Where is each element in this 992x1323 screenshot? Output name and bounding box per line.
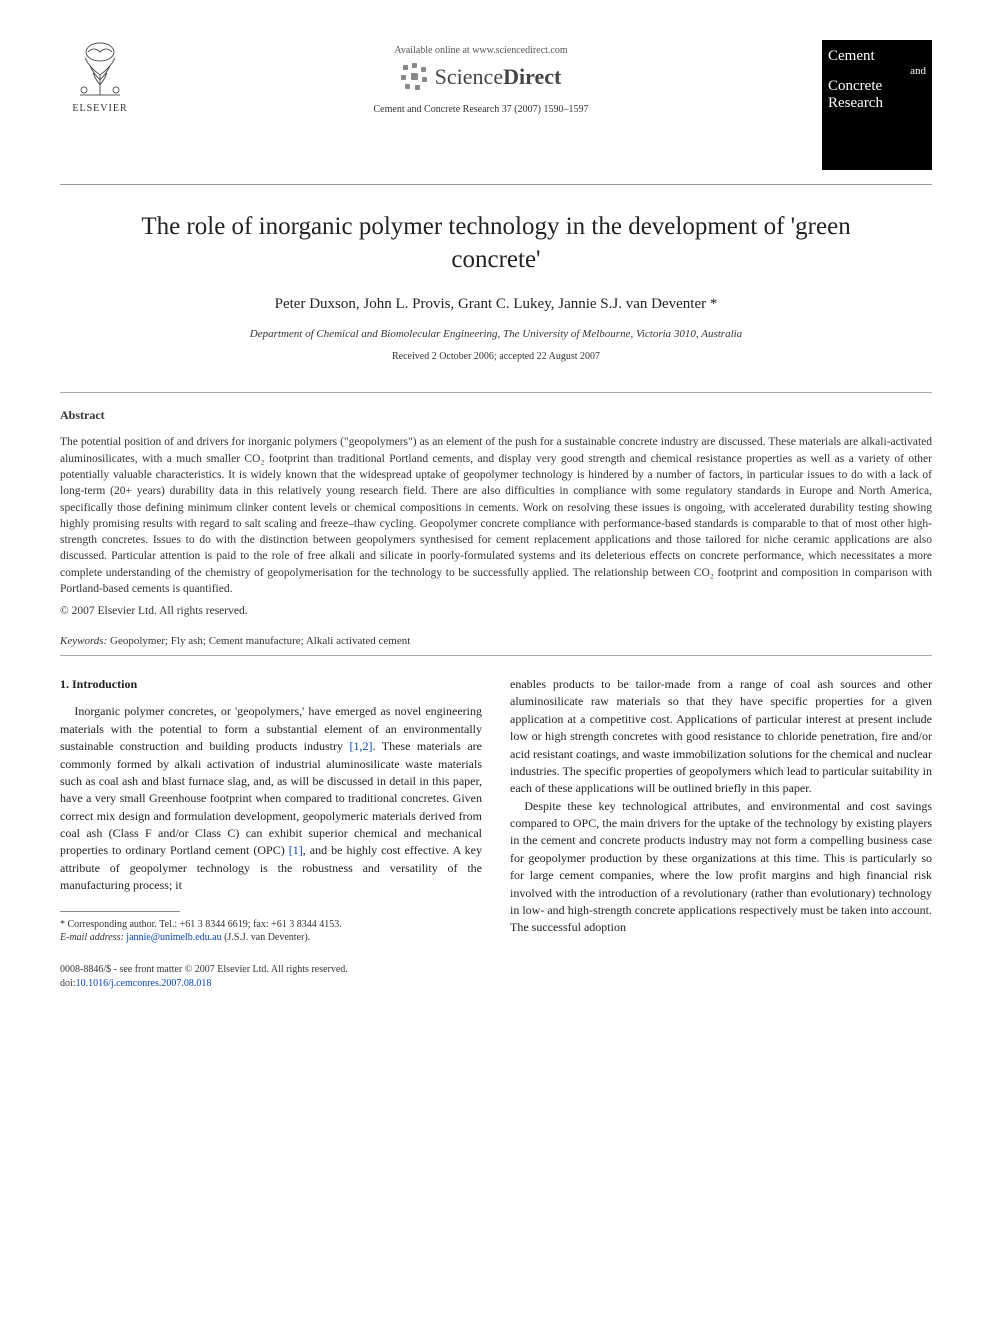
doi-link[interactable]: 10.1016/j.cemconres.2007.08.018 [76,978,212,989]
received-accepted-dates: Received 2 October 2006; accepted 22 Aug… [60,350,932,364]
intro-paragraph-1-cont: enables products to be tailor-made from … [510,676,932,798]
sciencedirect-text: ScienceDirect [435,62,562,93]
cover-line-3: Research [828,95,926,112]
affiliation: Department of Chemical and Biomolecular … [60,327,932,342]
citation-link-1-2[interactable]: [1,2] [349,739,372,753]
footnote-email-paren: (J.S.J. van Deventer). [224,932,310,943]
sciencedirect-icon [401,63,429,91]
corresponding-author-footnote: * Corresponding author. Tel.: +61 3 8344… [60,918,482,945]
section-heading-introduction: 1. Introduction [60,676,482,693]
footnote-email-label: E-mail address: [60,932,124,943]
available-online-text: Available online at www.sciencedirect.co… [140,44,822,58]
footnote-email-link[interactable]: jannie@unimelb.edu.au [126,932,221,943]
keywords-line: Keywords: Geopolymer; Fly ash; Cement ma… [60,634,932,649]
abstract-label: Abstract [60,407,932,424]
abstract-top-rule [60,392,932,393]
corresponding-marker: * [710,296,718,312]
paper-title: The role of inorganic polymer technology… [120,211,872,276]
body-columns: 1. Introduction Inorganic polymer concre… [60,676,932,945]
intro-paragraph-2: Despite these key technological attribut… [510,798,932,937]
citation-link-1[interactable]: [1] [289,843,303,857]
keywords-text: Geopolymer; Fly ash; Cement manufacture;… [110,635,410,647]
elsevier-tree-icon [70,40,130,100]
abstract-text: The potential position of and drivers fo… [60,434,932,597]
abstract-copyright: © 2007 Elsevier Ltd. All rights reserved… [60,603,932,619]
column-right: enables products to be tailor-made from … [510,676,932,945]
abstract-bottom-rule [60,655,932,656]
cover-line-1: Cement [828,48,926,65]
publisher-name: ELSEVIER [72,102,127,116]
authors-text: Peter Duxson, John L. Provis, Grant C. L… [275,296,706,312]
footer-left: 0008-8846/$ - see front matter © 2007 El… [60,963,348,991]
sciencedirect-logo: ScienceDirect [401,62,562,93]
cover-and: and [828,65,926,78]
sd-text-part1: Science [435,64,503,89]
publisher-logo: ELSEVIER [60,40,140,116]
header-rule [60,184,932,185]
header-center: Available online at www.sciencedirect.co… [140,40,822,117]
page-footer: 0008-8846/$ - see front matter © 2007 El… [60,963,932,991]
page-header: ELSEVIER Available online at www.science… [60,40,932,170]
doi-line: doi:10.1016/j.cemconres.2007.08.018 [60,977,348,991]
column-left: 1. Introduction Inorganic polymer concre… [60,676,482,945]
journal-cover: Cement and Concrete Research [822,40,932,170]
footnote-text: Corresponding author. Tel.: +61 3 8344 6… [68,919,342,930]
footnote-rule [60,911,180,912]
issn-line: 0008-8846/$ - see front matter © 2007 El… [60,963,348,977]
journal-reference: Cement and Concrete Research 37 (2007) 1… [140,103,822,117]
sd-text-part2: Direct [503,64,561,89]
intro-paragraph-1: Inorganic polymer concretes, or 'geopoly… [60,703,482,894]
keywords-label: Keywords: [60,635,107,647]
doi-prefix: doi: [60,978,76,989]
intro-p1-b: . These materials are commonly formed by… [60,739,482,857]
footnote-marker: * [60,919,65,930]
authors-line: Peter Duxson, John L. Provis, Grant C. L… [60,294,932,315]
cover-line-2: Concrete [828,78,926,95]
